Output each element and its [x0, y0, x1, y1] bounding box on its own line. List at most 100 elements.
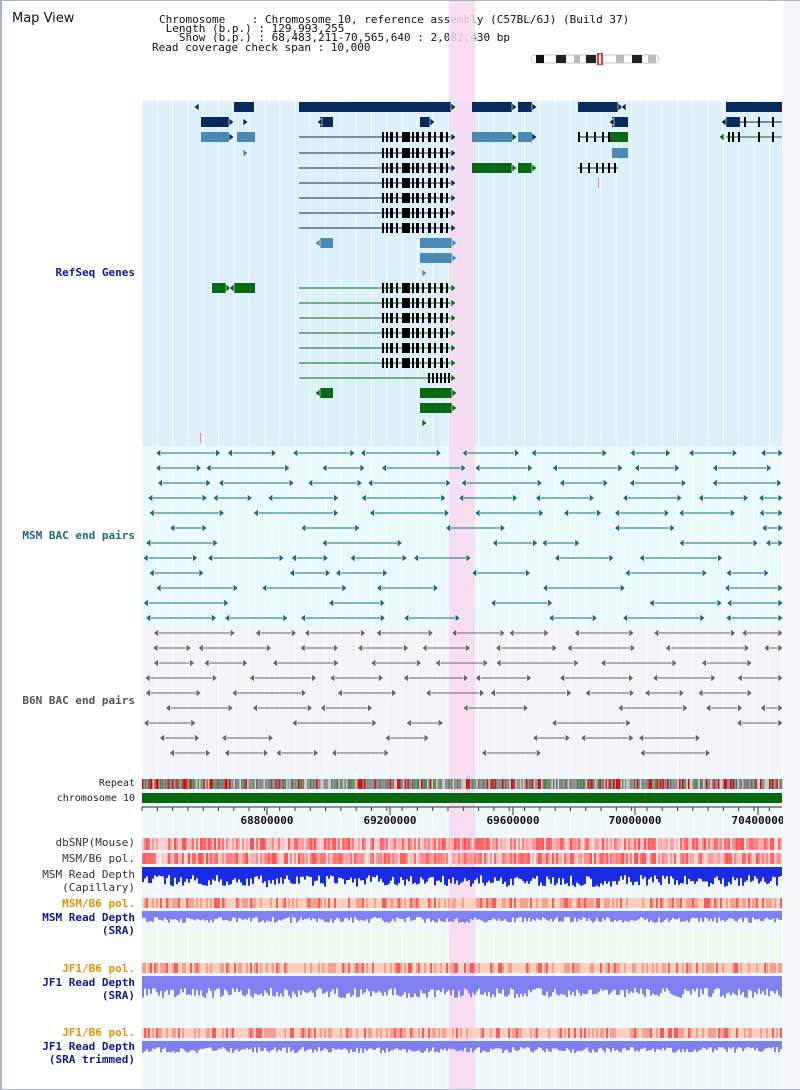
bac-end-icon: [777, 493, 784, 503]
bac-end-icon: [354, 523, 361, 533]
bac-end-icon: [763, 643, 770, 653]
bac-end-icon: [665, 448, 672, 458]
bac-end-icon: [261, 583, 267, 593]
bac-end-pair: [335, 568, 389, 578]
gene-exon: [396, 208, 398, 218]
bac-end-icon: [697, 493, 704, 503]
bac-end-pair: [563, 508, 603, 518]
bac-end-icon: [156, 478, 163, 488]
gene-block: [201, 117, 229, 127]
bac-end-pair: [144, 673, 218, 683]
msm-bac-track[interactable]: [142, 448, 784, 623]
bac-end-icon: [600, 658, 606, 668]
msm-bac-label[interactable]: MSM BAC end pairs: [22, 529, 135, 542]
b6n-bac-track[interactable]: [143, 628, 784, 758]
bac-end-pair: [760, 448, 784, 458]
bac-end-icon: [653, 628, 659, 638]
bac-end-icon: [143, 718, 149, 728]
bac-end-pair: [451, 628, 506, 638]
refseq-genes-label[interactable]: RefSeq Genes: [55, 266, 135, 279]
strand-arrow-icon: [608, 117, 615, 127]
bac-end-icon: [777, 703, 784, 713]
bac-end-icon: [375, 628, 382, 638]
axis-tick-label: 69600000: [487, 814, 540, 827]
strand-arrow-icon: [620, 102, 627, 112]
bac-end-pair: [402, 673, 470, 683]
bac-end-icon: [434, 658, 441, 668]
gene-model: [299, 328, 457, 338]
bac-end-icon: [232, 583, 239, 593]
bac-end-icon: [758, 508, 765, 518]
gene-exon: [428, 283, 431, 293]
heatmap-tracks: [142, 838, 782, 1038]
gene-exon: [386, 358, 388, 368]
bac-end-icon: [697, 688, 704, 698]
gene-exon: [390, 193, 393, 203]
bac-end-icon: [741, 628, 748, 638]
gene-exon: [382, 148, 384, 158]
bac-end-pair: [376, 583, 439, 593]
gene-exon: [416, 313, 419, 323]
bac-end-icon: [451, 628, 457, 638]
chromosome-ideogram[interactable]: [530, 53, 662, 65]
bac-end-pair: [613, 508, 670, 518]
bac-end-icon: [205, 748, 212, 758]
bac-end-icon: [321, 463, 328, 473]
bac-end-icon: [758, 493, 764, 503]
bac-end-pair: [725, 568, 770, 578]
bac-end-icon: [490, 598, 496, 608]
repeat-track[interactable]: [142, 779, 783, 789]
bac-end-icon: [164, 703, 171, 713]
gene-exon: [428, 313, 431, 323]
gene-exon: [382, 283, 384, 293]
bac-end-pair: [490, 598, 554, 608]
bac-end-icon: [542, 583, 548, 593]
bac-end-icon: [711, 478, 718, 488]
bac-end-icon: [765, 538, 771, 548]
bac-end-icon: [537, 478, 543, 488]
gene-exon: [412, 132, 414, 142]
bac-end-icon: [155, 583, 162, 593]
repeat-label: Repeat: [98, 778, 135, 789]
bac-end-pair: [405, 718, 444, 728]
bac-end-pair: [384, 733, 430, 743]
gene-exon: [382, 343, 384, 353]
gene-exon: [390, 283, 393, 293]
bac-end-icon: [169, 523, 175, 533]
bac-end-icon: [732, 448, 738, 458]
msm-depth-cap-label: MSM Read Depth: [42, 868, 135, 881]
gene-exon: [396, 328, 398, 338]
position-axis: 68800000 69200000 69600000 70000000 70400000: [141, 806, 784, 827]
b6n-bac-label[interactable]: B6N BAC end pairs: [22, 694, 135, 707]
bac-end-icon: [461, 448, 468, 458]
bac-end-pair: [534, 493, 595, 503]
strand-arrow-icon: [242, 117, 249, 127]
gene-exon: [386, 178, 388, 188]
bac-end-pair: [168, 748, 212, 758]
bac-end-pair: [711, 463, 773, 473]
selected-region-highlight[interactable]: [449, 1, 475, 1089]
bac-end-icon: [624, 568, 631, 578]
bac-end-pair: [559, 673, 635, 683]
gene-model: [299, 148, 457, 158]
bac-end-pair: [622, 613, 706, 623]
axis-tick-label: 68800000: [241, 814, 294, 827]
gene-exon: [402, 148, 410, 158]
gene-exon: [422, 223, 424, 233]
bac-end-pair: [300, 523, 361, 533]
bac-end-pair: [144, 688, 202, 698]
bac-end-icon: [566, 688, 573, 698]
bac-end-icon: [777, 598, 784, 608]
bac-end-pair: [566, 643, 636, 653]
gene-exon: [422, 178, 424, 188]
gene-exon: [440, 328, 443, 338]
bac-end-pair: [321, 538, 403, 548]
chromosome-bar[interactable]: [142, 793, 782, 803]
gene-exon: [382, 178, 384, 188]
gene-exon: [446, 223, 448, 233]
bac-end-icon: [458, 493, 464, 503]
bac-end-icon: [155, 463, 161, 473]
refseq-genes-track[interactable]: [193, 102, 782, 443]
gene-exon: [446, 178, 448, 188]
